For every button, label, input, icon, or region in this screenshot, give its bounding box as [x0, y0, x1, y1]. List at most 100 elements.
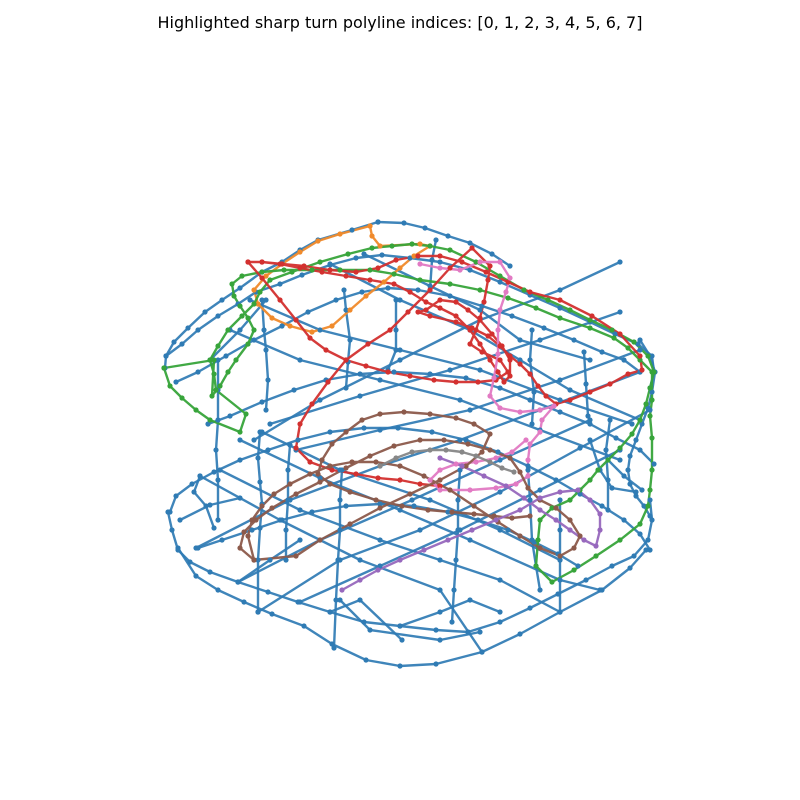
- highlighted-vertex: [241, 529, 247, 535]
- base-vertex: [537, 587, 543, 593]
- base-vertex: [277, 517, 283, 523]
- highlighted-vertex: [617, 331, 623, 337]
- base-vertex: [211, 469, 217, 475]
- base-vertex: [215, 357, 221, 363]
- base-vertex: [475, 517, 481, 523]
- highlighted-vertex: [497, 357, 503, 363]
- base-vertex: [575, 563, 581, 569]
- base-vertex: [265, 377, 271, 383]
- base-vertex: [251, 437, 257, 443]
- base-polyline: [174, 286, 642, 384]
- base-vertex: [179, 341, 185, 347]
- base-vertex: [479, 303, 485, 309]
- base-vertex: [433, 661, 439, 667]
- base-vertex: [433, 627, 439, 633]
- base-vertex: [467, 240, 473, 246]
- base-vertex: [557, 287, 563, 293]
- highlighted-vertex: [239, 313, 245, 319]
- highlighted-vertex: [575, 487, 581, 493]
- highlighted-vertex: [437, 477, 443, 483]
- highlighted-vertex: [557, 315, 563, 321]
- highlighted-vertex: [397, 477, 403, 483]
- base-vertex: [361, 619, 367, 625]
- base-vertex: [377, 563, 383, 569]
- base-vertex: [621, 357, 627, 363]
- highlighted-polyline: [378, 448, 516, 474]
- highlighted-vertex: [459, 449, 465, 455]
- highlighted-vertex: [611, 335, 617, 341]
- highlighted-vertex: [257, 289, 263, 295]
- base-vertex: [265, 447, 271, 453]
- base-vertex: [357, 371, 363, 377]
- highlighted-vertex: [363, 293, 369, 299]
- highlighted-vertex: [319, 269, 325, 275]
- base-vertex: [621, 473, 627, 479]
- base-vertex: [525, 463, 531, 469]
- base-vertex: [583, 381, 589, 387]
- base-polyline: [338, 598, 482, 642]
- base-vertex: [422, 225, 428, 231]
- highlighted-vertex: [473, 453, 479, 459]
- highlighted-vertex: [507, 275, 513, 281]
- highlighted-vertex: [315, 238, 321, 244]
- base-vertex: [497, 457, 503, 463]
- highlighted-vertex: [477, 315, 483, 321]
- highlighted-vertex: [317, 479, 323, 485]
- highlighted-vertex: [307, 471, 313, 477]
- base-vertex: [537, 487, 543, 493]
- base-vertex: [433, 237, 439, 243]
- highlighted-vertex: [537, 517, 543, 523]
- base-vertex: [497, 619, 503, 625]
- highlighted-vertex: [477, 341, 483, 347]
- base-vertex: [251, 337, 257, 343]
- figure-title: Highlighted sharp turn polyline indices:…: [158, 13, 643, 32]
- base-polyline: [248, 298, 634, 426]
- highlighted-vertex: [517, 469, 523, 475]
- highlighted-vertex: [625, 371, 631, 377]
- highlighted-vertex: [449, 509, 455, 515]
- highlighted-vertex: [249, 517, 255, 523]
- base-vertex: [445, 509, 451, 515]
- base-vertex: [651, 461, 657, 467]
- highlighted-vertex: [649, 369, 655, 375]
- highlighted-vertex: [479, 449, 485, 455]
- highlighted-vertex: [503, 289, 509, 295]
- base-vertex: [639, 487, 645, 493]
- highlighted-vertex: [441, 437, 447, 443]
- base-vertex: [337, 467, 343, 473]
- base-vertex: [237, 327, 243, 333]
- highlighted-vertex: [209, 393, 215, 399]
- highlighted-vertex: [447, 487, 453, 493]
- highlighted-vertex: [377, 243, 383, 249]
- base-vertex: [613, 435, 619, 441]
- base-vertex: [541, 325, 547, 331]
- base-vertex: [477, 367, 483, 373]
- base-vertex: [375, 219, 381, 225]
- highlighted-vertex: [533, 305, 539, 311]
- highlighted-vertex: [367, 453, 373, 459]
- highlighted-vertex: [437, 455, 443, 461]
- highlighted-vertex: [251, 327, 257, 333]
- base-vertex: [343, 307, 349, 313]
- base-vertex: [609, 485, 615, 491]
- base-vertex: [635, 341, 641, 347]
- highlighted-vertex: [353, 269, 359, 275]
- base-vertex: [297, 507, 303, 513]
- highlighted-vertex: [609, 327, 615, 333]
- highlighted-vertex: [473, 327, 479, 333]
- highlighted-vertex: [549, 505, 555, 511]
- base-vertex: [377, 427, 383, 433]
- base-vertex: [537, 337, 543, 343]
- highlighted-vertex: [525, 457, 531, 463]
- base-vertex: [261, 327, 267, 333]
- base-vertex: [187, 559, 193, 565]
- base-vertex: [525, 467, 531, 473]
- base-vertex: [333, 597, 339, 603]
- base-vertex: [649, 517, 655, 523]
- base-vertex: [429, 429, 435, 435]
- highlighted-vertex: [469, 527, 475, 533]
- base-vertex: [397, 357, 403, 363]
- base-vertex: [277, 281, 283, 287]
- base-vertex: [557, 577, 563, 583]
- highlighted-vertex: [587, 497, 593, 503]
